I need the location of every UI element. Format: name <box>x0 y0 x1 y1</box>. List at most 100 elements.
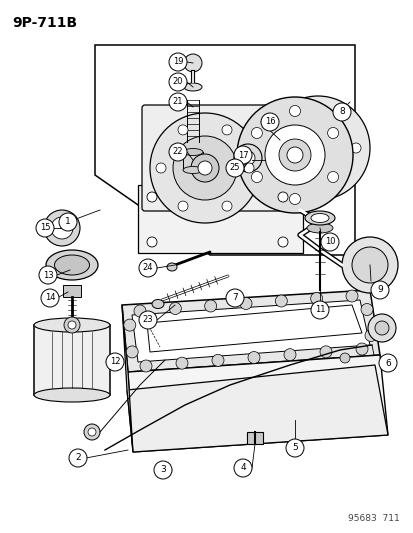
Ellipse shape <box>152 300 164 309</box>
Circle shape <box>169 53 187 71</box>
Circle shape <box>277 237 287 247</box>
Text: 11: 11 <box>314 305 325 314</box>
Circle shape <box>320 233 338 251</box>
Text: 20: 20 <box>172 77 183 86</box>
Circle shape <box>293 176 303 186</box>
Text: 25: 25 <box>229 164 240 173</box>
Circle shape <box>88 428 96 436</box>
Polygon shape <box>122 290 379 372</box>
Circle shape <box>260 113 278 131</box>
Circle shape <box>303 134 331 162</box>
Circle shape <box>225 289 243 307</box>
Text: 3: 3 <box>160 465 166 474</box>
Text: 15: 15 <box>40 223 50 232</box>
Text: 95683  711: 95683 711 <box>347 514 399 523</box>
Circle shape <box>364 329 376 342</box>
Text: 6: 6 <box>384 359 390 367</box>
Circle shape <box>183 54 202 72</box>
Circle shape <box>211 354 223 366</box>
Circle shape <box>197 161 211 175</box>
Ellipse shape <box>166 263 177 271</box>
Circle shape <box>345 290 357 302</box>
Ellipse shape <box>183 166 202 174</box>
Circle shape <box>140 360 152 372</box>
Circle shape <box>204 300 216 312</box>
Ellipse shape <box>34 388 110 402</box>
Circle shape <box>332 103 350 121</box>
Text: 8: 8 <box>338 108 344 117</box>
Circle shape <box>190 154 218 182</box>
Text: 24: 24 <box>142 263 153 272</box>
Circle shape <box>331 176 341 186</box>
Circle shape <box>327 127 338 139</box>
Circle shape <box>154 461 171 479</box>
Ellipse shape <box>46 250 98 280</box>
Circle shape <box>319 346 331 358</box>
Text: 12: 12 <box>109 358 120 367</box>
Text: 7: 7 <box>232 294 237 303</box>
Circle shape <box>289 106 300 117</box>
Circle shape <box>243 163 254 173</box>
Circle shape <box>264 125 324 185</box>
Circle shape <box>147 192 157 202</box>
Ellipse shape <box>34 318 110 332</box>
Circle shape <box>247 351 259 364</box>
Circle shape <box>39 266 57 284</box>
Circle shape <box>285 439 303 457</box>
Circle shape <box>266 96 369 200</box>
Text: 22: 22 <box>172 148 183 157</box>
Circle shape <box>84 424 100 440</box>
FancyBboxPatch shape <box>138 185 302 253</box>
Circle shape <box>123 319 135 331</box>
Ellipse shape <box>310 214 328 222</box>
Circle shape <box>178 201 188 211</box>
Circle shape <box>176 357 188 369</box>
Circle shape <box>68 321 76 329</box>
Circle shape <box>310 293 322 304</box>
Circle shape <box>275 295 287 307</box>
Ellipse shape <box>304 211 334 225</box>
Polygon shape <box>128 355 387 452</box>
Text: 9P-711B: 9P-711B <box>12 16 77 30</box>
Circle shape <box>169 93 187 111</box>
Circle shape <box>41 289 59 307</box>
Circle shape <box>274 143 284 153</box>
Circle shape <box>173 136 236 200</box>
Circle shape <box>283 349 295 361</box>
Polygon shape <box>95 45 354 255</box>
Circle shape <box>331 110 341 120</box>
Circle shape <box>240 297 252 310</box>
Circle shape <box>278 139 310 171</box>
Text: 21: 21 <box>172 98 183 107</box>
Circle shape <box>233 459 252 477</box>
FancyBboxPatch shape <box>247 432 262 444</box>
Ellipse shape <box>306 223 332 233</box>
Circle shape <box>236 97 352 213</box>
Polygon shape <box>132 300 369 362</box>
Text: 14: 14 <box>45 294 55 303</box>
Ellipse shape <box>183 149 202 156</box>
Polygon shape <box>147 305 361 352</box>
Circle shape <box>59 213 77 231</box>
Circle shape <box>310 301 328 319</box>
Text: 19: 19 <box>172 58 183 67</box>
Circle shape <box>289 193 300 205</box>
FancyBboxPatch shape <box>183 152 202 170</box>
Text: 2: 2 <box>75 454 81 463</box>
Circle shape <box>360 303 372 316</box>
Circle shape <box>178 125 188 135</box>
Circle shape <box>69 449 87 467</box>
Polygon shape <box>122 305 133 452</box>
Circle shape <box>327 172 338 182</box>
Circle shape <box>139 259 157 277</box>
FancyBboxPatch shape <box>142 105 295 211</box>
Circle shape <box>251 127 262 139</box>
Circle shape <box>134 305 146 317</box>
Circle shape <box>251 172 262 182</box>
Circle shape <box>150 113 259 223</box>
Circle shape <box>378 354 396 372</box>
Circle shape <box>169 143 187 161</box>
Text: 16: 16 <box>264 117 275 126</box>
Ellipse shape <box>55 255 89 275</box>
Circle shape <box>64 317 80 333</box>
